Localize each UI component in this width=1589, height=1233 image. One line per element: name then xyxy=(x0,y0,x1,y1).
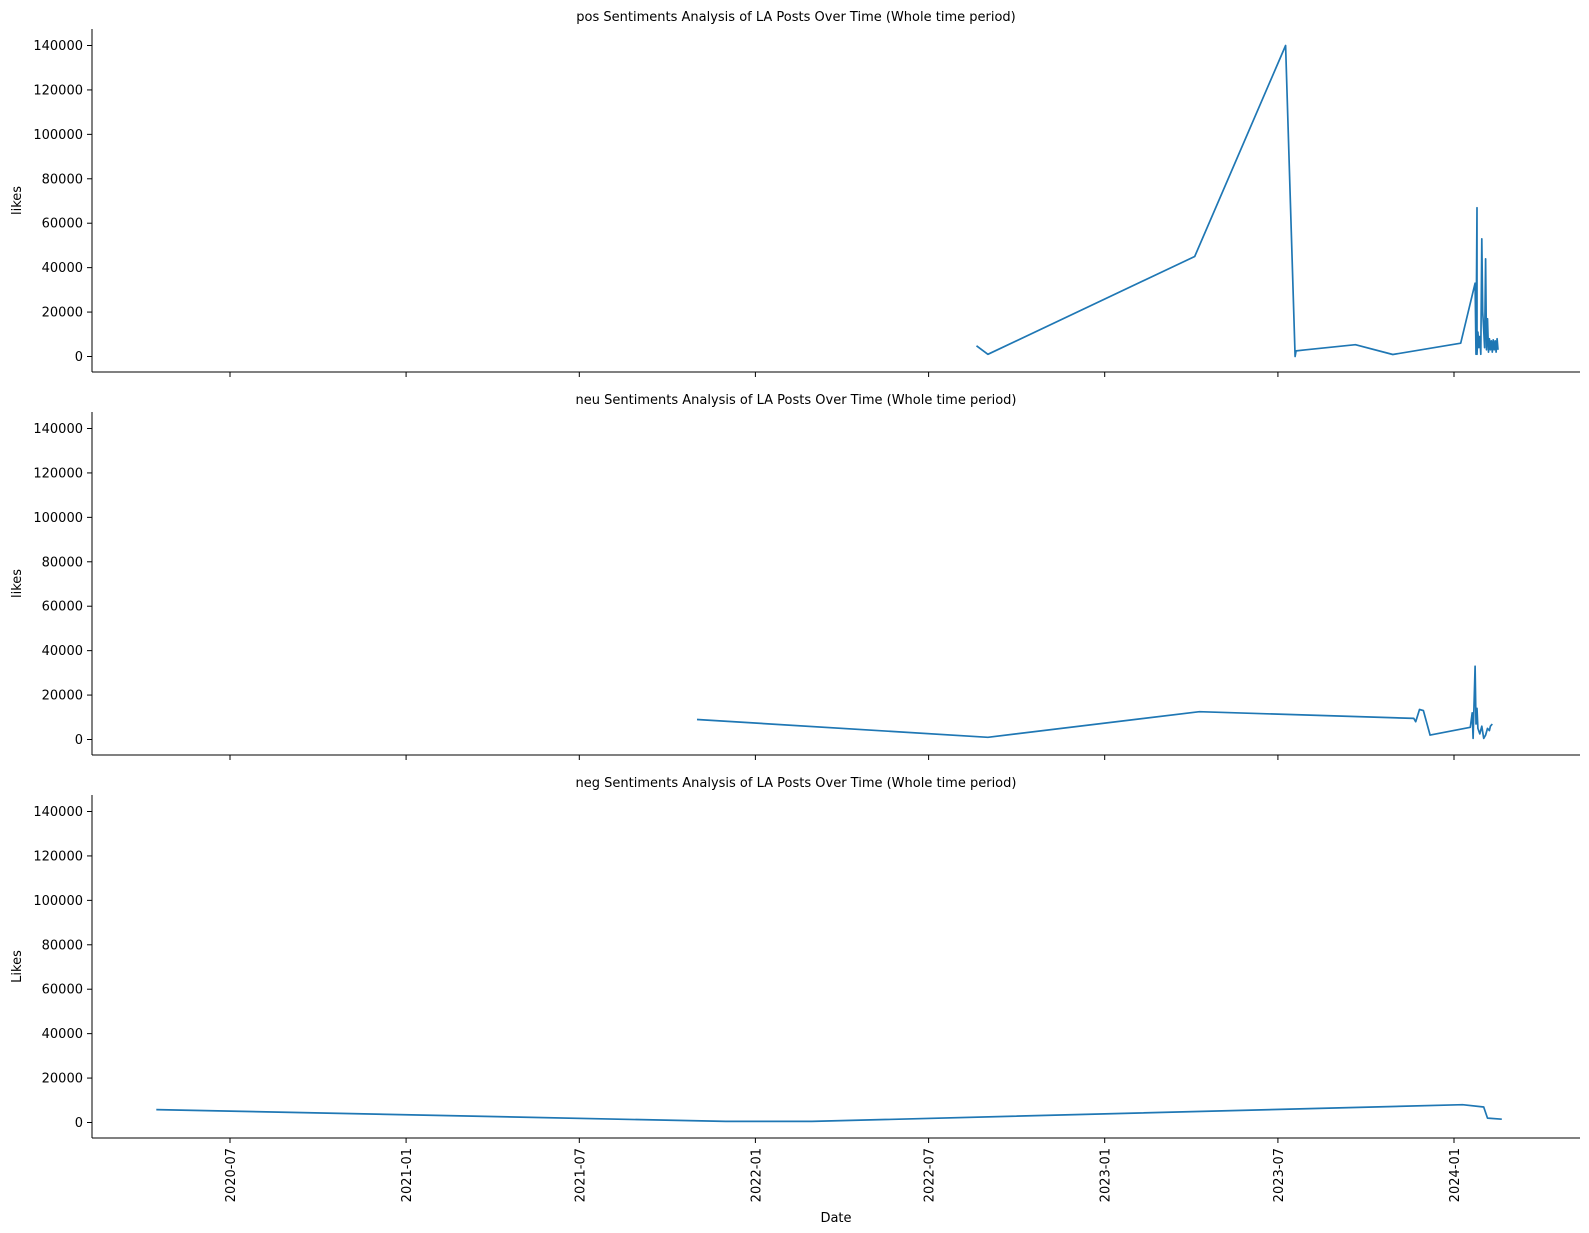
y-tick-label: 40000 xyxy=(42,644,83,659)
series-line xyxy=(975,44,1499,358)
x-tick-label: 2023-07 xyxy=(1272,1148,1287,1202)
y-tick-label: 100000 xyxy=(33,894,83,909)
y-tick-label: 20000 xyxy=(42,1072,83,1087)
y-tick-label: 20000 xyxy=(42,689,83,704)
x-tick-label: 2022-01 xyxy=(749,1148,764,1202)
y-tick-label: 140000 xyxy=(33,422,83,437)
y-tick-label: 0 xyxy=(75,1116,83,1131)
y-tick-label: 60000 xyxy=(42,983,83,998)
series-line xyxy=(156,1103,1502,1123)
y-tick-label: 140000 xyxy=(33,39,83,54)
x-tick-label: 2021-07 xyxy=(573,1148,588,1202)
panel-2: neu Sentiments Analysis of LA Posts Over… xyxy=(10,393,1580,760)
x-tick-label: 2023-01 xyxy=(1099,1148,1114,1202)
chart-title: neg Sentiments Analysis of LA Posts Over… xyxy=(576,776,1017,791)
y-tick-label: 60000 xyxy=(42,600,83,615)
y-tick-label: 80000 xyxy=(42,555,83,570)
y-tick-label: 60000 xyxy=(42,217,83,232)
y-axis-label: likes xyxy=(10,569,25,598)
y-axis-label: Likes xyxy=(10,950,25,983)
y-tick-label: 100000 xyxy=(33,511,83,526)
x-tick-label: 2020-07 xyxy=(224,1148,239,1202)
x-axis-label: Date xyxy=(820,1211,851,1226)
series-line xyxy=(696,665,1493,740)
y-tick-label: 120000 xyxy=(33,849,83,864)
y-tick-label: 80000 xyxy=(42,938,83,953)
y-axis-label: likes xyxy=(10,186,25,215)
y-tick-label: 0 xyxy=(75,350,83,365)
y-tick-label: 120000 xyxy=(33,466,83,481)
y-tick-label: 20000 xyxy=(42,306,83,321)
y-tick-label: 0 xyxy=(75,733,83,748)
chart-title: neu Sentiments Analysis of LA Posts Over… xyxy=(576,393,1017,408)
y-tick-label: 40000 xyxy=(42,1027,83,1042)
x-tick-label: 2021-01 xyxy=(400,1148,415,1202)
y-tick-label: 120000 xyxy=(33,83,83,98)
panel-3: neg Sentiments Analysis of LA Posts Over… xyxy=(10,776,1580,1226)
panel-1: pos Sentiments Analysis of LA Posts Over… xyxy=(10,10,1580,377)
y-tick-label: 100000 xyxy=(33,128,83,143)
y-tick-label: 80000 xyxy=(42,172,83,187)
chart-title: pos Sentiments Analysis of LA Posts Over… xyxy=(576,10,1015,25)
y-tick-label: 40000 xyxy=(42,261,83,276)
x-tick-label: 2024-01 xyxy=(1448,1148,1463,1202)
y-tick-label: 140000 xyxy=(33,805,83,820)
x-tick-label: 2022-07 xyxy=(923,1148,938,1202)
